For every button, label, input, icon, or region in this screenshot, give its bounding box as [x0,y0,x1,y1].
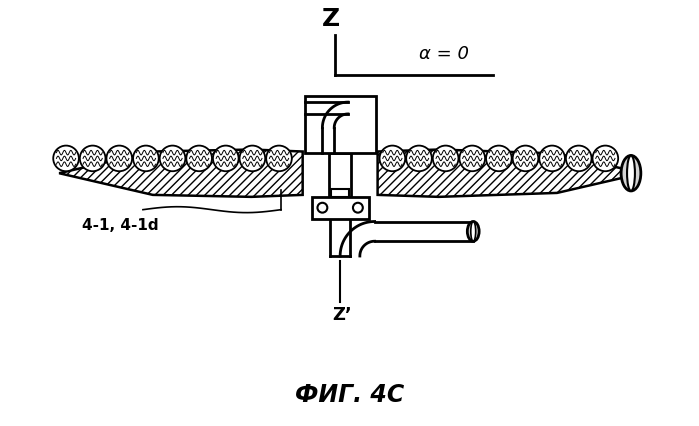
Circle shape [593,146,618,171]
Bar [329,153,351,197]
Circle shape [53,146,79,171]
Circle shape [106,146,132,171]
Circle shape [213,146,238,171]
Circle shape [159,146,185,171]
Ellipse shape [468,222,479,241]
Polygon shape [377,150,621,197]
Circle shape [240,146,265,171]
Text: α = 0: α = 0 [419,45,468,63]
Circle shape [459,146,485,171]
Circle shape [406,146,432,171]
Circle shape [353,203,363,213]
Text: Z’: Z’ [332,306,352,324]
Ellipse shape [470,222,476,241]
Bar [312,197,369,219]
Circle shape [433,146,459,171]
Circle shape [512,146,538,171]
Circle shape [80,146,106,171]
Bar [305,96,375,153]
Text: 4-1, 4-1d: 4-1, 4-1d [82,218,159,233]
Ellipse shape [627,155,635,191]
Ellipse shape [621,155,641,191]
Circle shape [133,146,159,171]
Circle shape [187,146,212,171]
Polygon shape [59,150,303,197]
Circle shape [317,203,327,213]
Circle shape [566,146,591,171]
Text: ФИГ. 4C: ФИГ. 4C [296,383,405,407]
Circle shape [266,146,291,171]
Circle shape [540,146,565,171]
Text: Z: Z [322,7,340,31]
Circle shape [380,146,405,171]
Circle shape [486,146,512,171]
Bar [331,189,349,197]
